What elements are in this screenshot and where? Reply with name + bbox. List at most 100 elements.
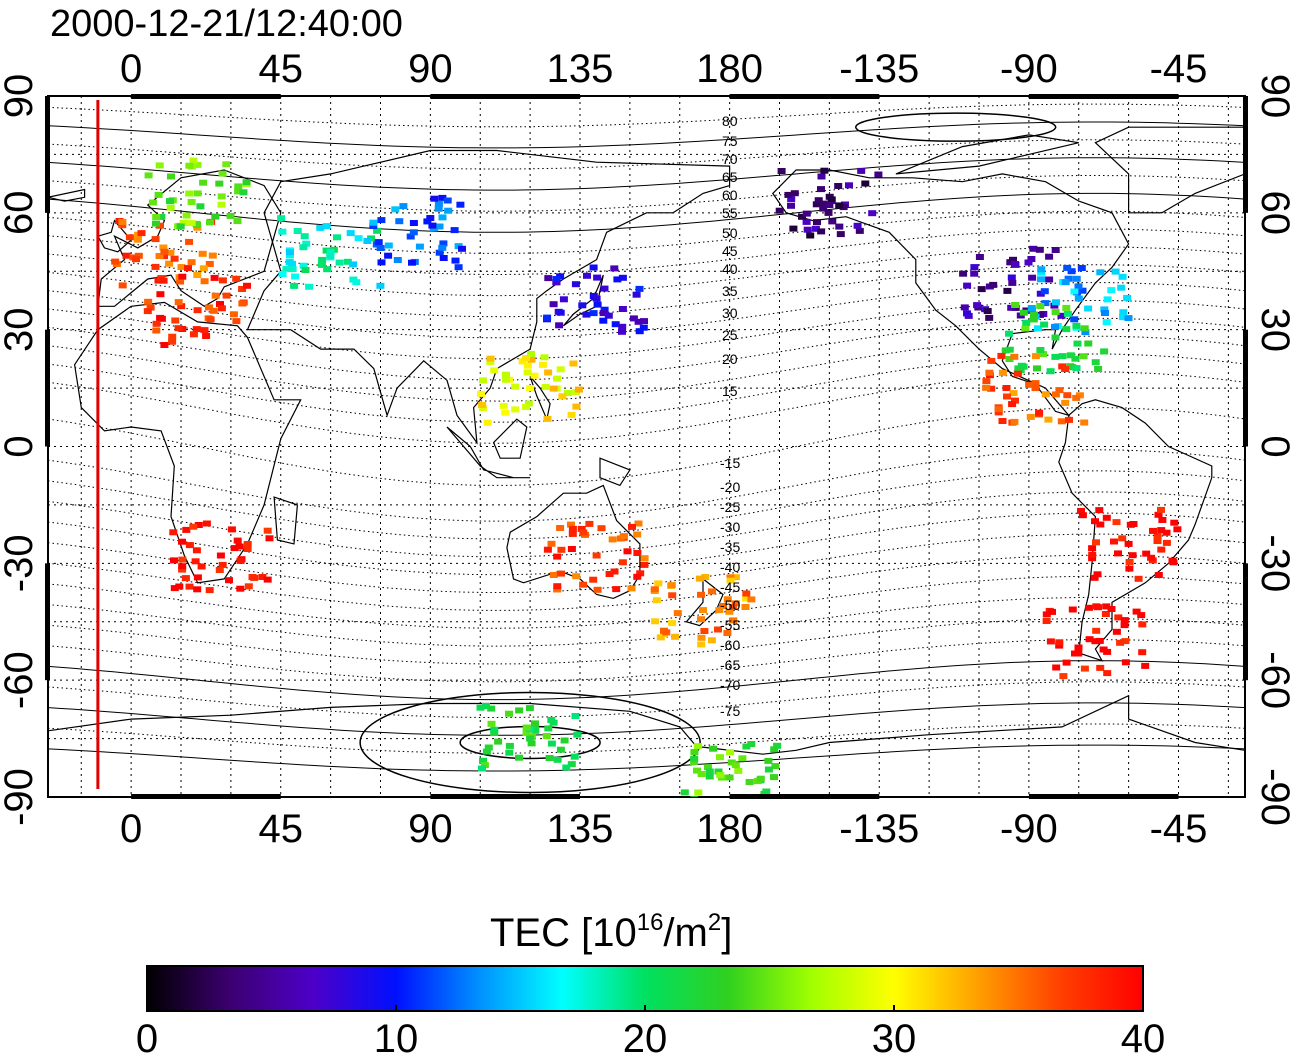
tec-cell (597, 525, 606, 532)
tec-cell (668, 592, 677, 599)
tec-cell (369, 223, 378, 229)
tec-cell (1118, 535, 1127, 542)
tec-cell (185, 583, 194, 590)
tec-cell (563, 390, 572, 396)
tec-cell (1005, 356, 1014, 362)
tec-cell (384, 242, 393, 249)
tec-cell (1123, 294, 1132, 301)
contour-line (48, 681, 1245, 718)
tec-cell (502, 371, 510, 378)
lat-tick-label-left: 0 (0, 435, 41, 457)
tec-cell (803, 226, 812, 233)
tec-cell (568, 525, 577, 532)
tec-cell (1088, 545, 1097, 552)
tec-cell (1022, 319, 1031, 326)
edge-bar (430, 94, 580, 99)
contour-labels: 80 75 70 65 60 55 50 45 40 35 30 25 20 15 -15 -20 -25 -30… (720, 113, 740, 719)
tec-cell (985, 314, 994, 321)
tec-cell (476, 704, 485, 711)
tec-cell (1070, 316, 1079, 323)
tec-cell (628, 523, 636, 530)
tec-cell (977, 286, 986, 293)
coastline-path (246, 149, 731, 445)
tec-cell (185, 542, 194, 549)
tec-cell (1051, 391, 1060, 398)
tec-cell (1048, 608, 1056, 615)
tec-cell (1102, 319, 1111, 326)
tec-cell (230, 545, 239, 552)
tec-cell (835, 223, 844, 230)
tec-cell (155, 162, 164, 169)
tec-cell (363, 238, 372, 244)
tec-cell (144, 172, 153, 179)
tec-cell (1141, 662, 1150, 669)
tec-cell (558, 393, 567, 400)
tec-cell (994, 406, 1003, 413)
tec-cell (619, 533, 628, 540)
tec-cell (1162, 529, 1171, 536)
lat-tick-label-left: 30 (0, 307, 41, 352)
tec-cell (618, 559, 627, 566)
tec-cell (1077, 507, 1085, 514)
tec-cell (1033, 325, 1042, 332)
tec-cell (1101, 611, 1110, 617)
tec-cell (611, 321, 620, 328)
tec-cell (1008, 401, 1017, 408)
tec-cell (714, 626, 722, 633)
tec-cell (552, 276, 561, 282)
tec-region-marker (699, 607, 707, 614)
tec-cell (1010, 418, 1019, 425)
tec-cell (562, 764, 571, 771)
tec-cell (640, 318, 648, 325)
tec-cell (189, 157, 198, 164)
tec-cell (434, 205, 443, 212)
tec-cell (352, 279, 361, 286)
figure-title: 2000-12-21/12:40:00 (50, 3, 403, 45)
contour-line (48, 192, 1245, 233)
tec-cell (636, 570, 645, 577)
bottom-longitude-axis: 0 45 90 135 180 -135 -90 -45 (120, 807, 1207, 851)
tec-cell (1068, 364, 1077, 371)
tec-cell (623, 548, 632, 555)
tec-cell (522, 724, 531, 731)
tec-cell (1094, 366, 1103, 372)
tec-cell (618, 306, 627, 312)
tec-cell (726, 749, 735, 756)
tec-cell (1030, 311, 1038, 318)
contour-label: 50 (722, 225, 738, 241)
tec-cell (742, 595, 751, 602)
contour-line (48, 121, 1245, 149)
tec-cell (1016, 367, 1025, 374)
tec-cell (1119, 309, 1128, 316)
tec-region-marker (193, 190, 202, 197)
tec-cell (1052, 664, 1061, 671)
tec-cell (1117, 284, 1126, 291)
tec-cell (1059, 673, 1068, 680)
tec-cell (693, 743, 702, 750)
tec-cell (1126, 521, 1135, 528)
tec-cell (243, 546, 252, 552)
tec-cell (959, 270, 968, 277)
tec-cell (1107, 606, 1116, 612)
tec-cell (1051, 247, 1060, 253)
tec-cell (600, 285, 609, 292)
tec-cell (834, 183, 843, 189)
tec-cell (1073, 340, 1082, 347)
tec-cell (764, 757, 773, 764)
tec-cell (855, 227, 864, 234)
tec-cell (1055, 387, 1064, 394)
contour-line (48, 139, 1245, 170)
lon-tick-label-top: 0 (120, 47, 142, 91)
tec-cell (1125, 565, 1134, 572)
tec-cell (811, 225, 820, 232)
tec-cell (1102, 514, 1111, 521)
tec-cell (1029, 245, 1038, 252)
tec-cell (775, 207, 784, 214)
tec-region-marker (526, 735, 535, 742)
tec-cell (1095, 507, 1104, 514)
tec-cell (572, 403, 581, 410)
tec-cell (820, 167, 829, 174)
tec-cell (192, 220, 201, 227)
tec-cell (585, 520, 594, 527)
tec-cell (187, 199, 196, 205)
